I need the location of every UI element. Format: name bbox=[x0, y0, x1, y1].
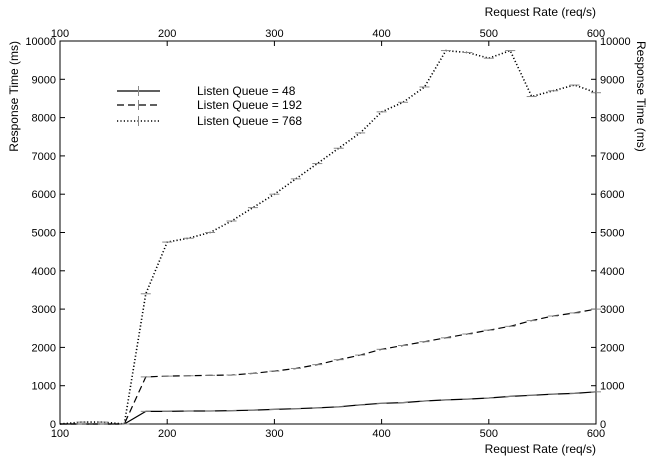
legend-label-1: Listen Queue = 48 bbox=[197, 84, 296, 98]
y-tick-label-right: 10000 bbox=[600, 36, 631, 48]
x-tick-label-top: 400 bbox=[372, 28, 390, 40]
series-line-1 bbox=[60, 391, 597, 425]
x-tick-label-bottom: 500 bbox=[480, 428, 498, 440]
series-layer bbox=[59, 49, 601, 425]
y-tick-label-left: 2000 bbox=[32, 342, 56, 354]
y-tick-label-left: 0 bbox=[50, 419, 56, 431]
y-tick-label-left: 5000 bbox=[32, 228, 56, 240]
x-tick-label-top: 300 bbox=[265, 28, 283, 40]
y-tick-label-left: 9000 bbox=[32, 74, 56, 86]
y-axis-title-left: Response Time (ms) bbox=[7, 41, 21, 152]
x-tick-label-bottom: 300 bbox=[265, 428, 283, 440]
y-tick-label-left: 10000 bbox=[25, 36, 56, 48]
y-tick-label-right: 3000 bbox=[600, 304, 624, 316]
series-3 bbox=[59, 49, 601, 425]
y-tick-label-right: 1000 bbox=[600, 381, 624, 393]
y-tick-label-left: 1000 bbox=[32, 381, 56, 393]
x-tick-label-top: 500 bbox=[480, 28, 498, 40]
x-tick-label-top: 600 bbox=[587, 28, 605, 40]
y-tick-label-right: 4000 bbox=[600, 266, 624, 278]
y-tick-label-left: 6000 bbox=[32, 189, 56, 201]
plot-frame bbox=[59, 40, 597, 425]
x-axis-title-top: Request Rate (req/s) bbox=[485, 5, 596, 19]
x-tick-label-bottom: 200 bbox=[158, 428, 176, 440]
y-tick-label-right: 7000 bbox=[600, 151, 624, 163]
y-tick-label-right: 5000 bbox=[600, 228, 624, 240]
x-tick-label-bottom: 100 bbox=[51, 428, 69, 440]
y-tick-label-left: 7000 bbox=[32, 151, 56, 163]
series-line-2 bbox=[60, 308, 597, 425]
y-tick-label-left: 4000 bbox=[32, 266, 56, 278]
y-tick-label-right: 0 bbox=[600, 419, 606, 431]
series-1 bbox=[60, 391, 601, 425]
y-tick-label-right: 8000 bbox=[600, 113, 624, 125]
x-tick-label-bottom: 400 bbox=[372, 428, 390, 440]
y-tick-label-left: 3000 bbox=[32, 304, 56, 316]
legend-label-2: Listen Queue = 192 bbox=[197, 98, 302, 112]
legend-label-3: Listen Queue = 768 bbox=[197, 114, 302, 128]
x-tick-label-top: 200 bbox=[158, 28, 176, 40]
y-tick-label-right: 6000 bbox=[600, 189, 624, 201]
y-axis-title-right: Response Time (ms) bbox=[634, 41, 648, 152]
x-tick-label-bottom: 600 bbox=[587, 428, 605, 440]
y-tick-label-right: 2000 bbox=[600, 342, 624, 354]
y-tick-label-left: 8000 bbox=[32, 113, 56, 125]
x-tick-label-top: 100 bbox=[51, 28, 69, 40]
series-line-3 bbox=[59, 49, 597, 425]
y-tick-label-right: 9000 bbox=[600, 74, 624, 86]
x-axis-title-bottom: Request Rate (req/s) bbox=[485, 442, 596, 456]
